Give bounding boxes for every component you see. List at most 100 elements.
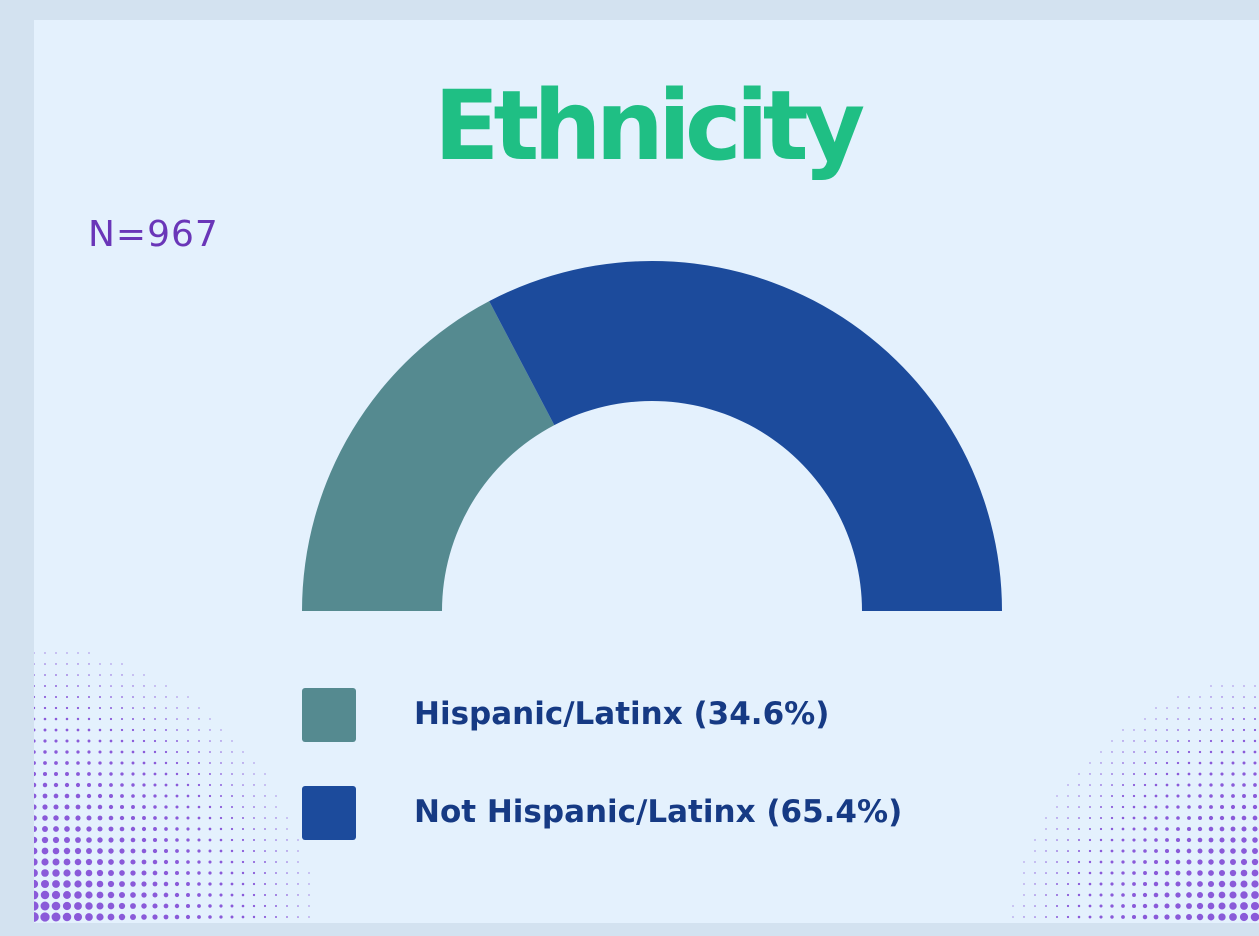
decor-dot (208, 860, 212, 864)
decor-dot (141, 903, 147, 909)
decor-dot (242, 751, 244, 753)
decor-dot (286, 861, 288, 863)
decor-dot (1219, 804, 1225, 810)
decor-dot (1251, 891, 1259, 899)
decor-dot (1186, 903, 1192, 909)
decor-dot (242, 784, 244, 786)
decor-dot (1230, 848, 1236, 854)
decor-dot (1231, 794, 1235, 798)
decor-dot (76, 706, 80, 710)
decor-dot (53, 804, 59, 810)
decor-dot (264, 861, 266, 863)
decor-dot (219, 816, 223, 820)
decor-dot (152, 892, 158, 898)
decor-dot (108, 848, 114, 854)
decor-dot (186, 772, 190, 776)
decor-dot (74, 858, 82, 866)
decor-dot (1230, 804, 1236, 810)
decor-dot (297, 839, 299, 841)
decor-dot (77, 674, 79, 676)
decor-dot (308, 916, 310, 918)
decor-dot (98, 739, 102, 743)
decor-dot (120, 794, 124, 798)
decor-dot (230, 849, 234, 853)
decor-dot (1186, 892, 1192, 898)
decor-dot (121, 685, 123, 687)
decor-dot (130, 815, 136, 821)
decor-dot (198, 707, 200, 709)
decor-dot (163, 903, 169, 909)
decor-dot (241, 904, 245, 908)
decor-dot (1242, 761, 1246, 765)
decor-dot (275, 894, 277, 896)
decor-dot (175, 849, 179, 853)
decor-dot (286, 850, 288, 852)
decor-dot (154, 685, 156, 687)
decor-dot (1066, 882, 1070, 886)
decor-dot (119, 804, 125, 810)
decor-dot (109, 750, 113, 754)
decor-dot (120, 717, 124, 721)
decor-dot (1207, 913, 1215, 921)
decor-dot (153, 750, 157, 754)
decor-dot (1209, 739, 1213, 743)
decor-dot (110, 696, 112, 698)
decor-dot (198, 740, 200, 742)
decor-dot (1220, 728, 1224, 732)
decor-dot (109, 783, 113, 787)
decor-dot (241, 838, 245, 842)
decor-dot (1066, 893, 1070, 897)
decor-dot (1056, 839, 1058, 841)
decor-dot (1177, 696, 1179, 698)
decor-dot (1142, 892, 1148, 898)
decor-dot (1186, 837, 1192, 843)
decor-dot (51, 912, 61, 922)
decor-dot (1209, 750, 1213, 754)
decor-dot (1242, 750, 1246, 754)
decor-dot (109, 706, 113, 710)
decor-dot (1056, 806, 1058, 808)
decor-dot (1175, 881, 1181, 887)
decor-dot (65, 695, 69, 699)
decor-dot (1154, 794, 1158, 798)
decor-dot (86, 815, 92, 821)
decor-dot (187, 696, 189, 698)
decor-dot (120, 728, 124, 732)
decor-dot (63, 836, 71, 844)
decor-dot (1111, 773, 1113, 775)
decor-dot (75, 793, 81, 799)
decor-dot (1243, 696, 1245, 698)
decor-dot (219, 915, 223, 919)
decor-dot (40, 890, 50, 900)
decor-dot (209, 751, 211, 753)
legend-swatch-not-hispanic (302, 786, 356, 840)
decor-dot (1099, 838, 1103, 842)
decor-dot (153, 827, 157, 831)
decor-dot (163, 848, 169, 854)
decor-dot (1099, 827, 1103, 831)
decor-dot (220, 751, 222, 753)
decor-dot (1219, 859, 1225, 865)
decor-dot (1132, 827, 1136, 831)
decor-dot (1056, 817, 1058, 819)
decor-dot (34, 879, 39, 889)
decor-dot (187, 707, 189, 709)
decor-dot (252, 904, 256, 908)
decor-dot (1066, 904, 1070, 908)
decor-dot (132, 696, 134, 698)
decor-dot (1207, 902, 1215, 910)
decor-dot (1132, 783, 1136, 787)
decor-dot (52, 847, 60, 855)
decor-dot (1221, 685, 1223, 687)
decor-dot (197, 794, 201, 798)
decor-dot (98, 717, 102, 721)
decor-dot (1231, 772, 1235, 776)
decor-dot (1252, 826, 1258, 832)
decor-dot (1250, 901, 1259, 911)
decor-dot (264, 773, 266, 775)
decor-dot (1099, 849, 1103, 853)
decor-dot (1078, 795, 1080, 797)
decor-dot (43, 728, 47, 732)
decor-dot (86, 793, 92, 799)
decor-dot (41, 869, 49, 877)
